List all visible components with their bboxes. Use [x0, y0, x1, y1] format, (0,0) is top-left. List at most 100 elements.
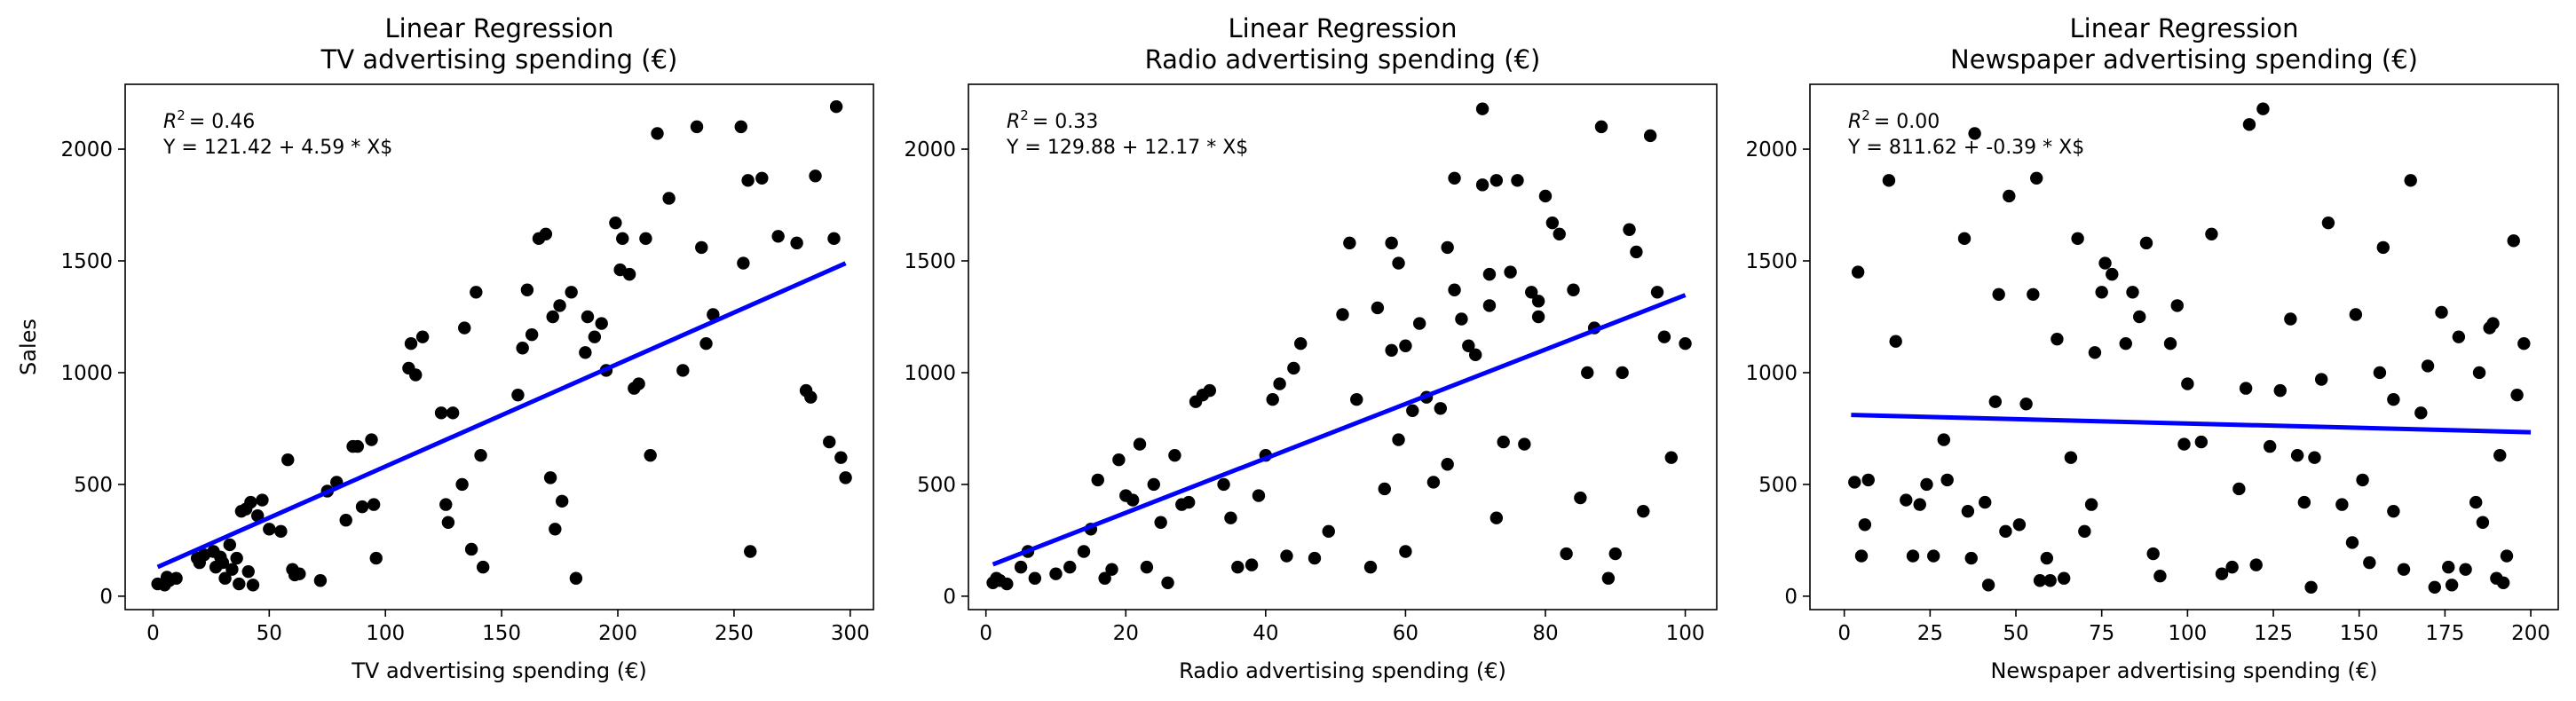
data-point — [233, 577, 246, 591]
data-point — [1913, 498, 1926, 511]
data-point — [1594, 120, 1608, 134]
data-point — [1560, 547, 1573, 561]
data-point — [1650, 286, 1664, 299]
data-point — [2232, 482, 2246, 496]
x-tick-label: 50 — [257, 622, 282, 645]
data-point — [744, 545, 757, 558]
data-point — [2263, 439, 2277, 453]
data-point — [1664, 451, 1678, 464]
data-point — [1937, 433, 1951, 446]
x-tick-label: 50 — [2003, 622, 2028, 645]
regression-line — [992, 293, 1687, 567]
data-point — [1294, 337, 1308, 350]
x-tick-label: 150 — [482, 622, 521, 645]
x-tick-label: 40 — [1252, 622, 1278, 645]
data-point — [579, 346, 592, 359]
data-point — [339, 514, 352, 527]
y-tick-label: 2000 — [904, 138, 956, 161]
data-point — [2297, 495, 2311, 509]
data-point — [2472, 366, 2486, 380]
data-point — [170, 571, 183, 585]
data-point — [1889, 335, 1902, 348]
x-tick-label: 0 — [979, 622, 992, 645]
data-point — [1882, 174, 1896, 187]
plot-frame — [124, 83, 874, 610]
data-point — [1154, 516, 1167, 529]
data-point — [2133, 310, 2146, 324]
chart-subtitle: TV advertising spending (€) — [320, 44, 678, 75]
data-point — [616, 232, 629, 246]
data-point — [511, 388, 525, 402]
data-point — [2146, 547, 2160, 561]
data-point — [1900, 493, 1913, 507]
data-point — [1308, 551, 1322, 565]
data-point — [1475, 102, 1489, 115]
data-point — [1489, 511, 1504, 524]
data-point — [707, 308, 720, 321]
data-point — [2363, 555, 2376, 570]
data-point — [804, 390, 818, 404]
chart-title: Linear Regression — [2070, 13, 2299, 43]
data-point — [695, 240, 708, 255]
data-point — [1266, 393, 1279, 406]
data-point — [1336, 308, 1349, 321]
data-point — [1920, 477, 1933, 492]
data-point — [351, 439, 365, 453]
data-point — [555, 494, 569, 508]
data-point — [734, 120, 747, 134]
data-point — [1168, 448, 1181, 462]
data-point — [1441, 458, 1454, 471]
data-point — [2284, 312, 2297, 326]
data-point — [1434, 402, 1447, 415]
data-point — [622, 267, 636, 281]
data-point — [1098, 571, 1111, 585]
data-point — [565, 286, 578, 299]
data-point — [1455, 312, 1468, 326]
data-point — [1538, 189, 1553, 203]
data-point — [415, 330, 430, 343]
data-point — [1231, 560, 1245, 574]
data-point — [644, 448, 657, 462]
data-point — [699, 337, 713, 350]
y-tick-label: 0 — [943, 586, 956, 609]
x-tick-label: 20 — [1113, 622, 1139, 645]
data-point — [2139, 236, 2153, 250]
chart-title: Linear Regression — [1229, 13, 1458, 43]
data-point — [1426, 476, 1441, 489]
data-point — [1112, 453, 1126, 467]
data-point — [1063, 560, 1077, 574]
data-point — [829, 99, 843, 114]
data-point — [790, 236, 803, 250]
data-point — [839, 471, 852, 484]
data-point — [1482, 267, 1497, 281]
data-point — [1961, 504, 1975, 518]
data-point — [1406, 404, 1419, 417]
data-point — [1399, 339, 1412, 352]
data-point — [2106, 267, 2119, 281]
data-point — [1371, 301, 1385, 315]
data-point — [441, 516, 455, 529]
data-point — [2304, 580, 2318, 595]
data-point — [1848, 476, 1861, 489]
data-point — [2517, 337, 2531, 350]
data-point — [2349, 308, 2363, 321]
data-point — [2225, 560, 2239, 574]
data-point — [2170, 299, 2184, 312]
data-point — [223, 538, 237, 552]
data-point — [737, 256, 750, 270]
data-point — [1448, 171, 1461, 185]
r-squared-value: = 0.46 — [189, 111, 255, 133]
data-point — [2308, 451, 2321, 464]
x-tick-label: 200 — [598, 622, 637, 645]
data-point — [595, 317, 608, 330]
data-point — [2153, 570, 2167, 583]
x-tick-label: 250 — [715, 622, 754, 645]
data-point — [293, 567, 306, 580]
data-point — [2442, 560, 2455, 574]
data-point — [2507, 234, 2520, 248]
y-axis-label: Sales — [16, 319, 41, 375]
data-point — [2500, 549, 2514, 563]
